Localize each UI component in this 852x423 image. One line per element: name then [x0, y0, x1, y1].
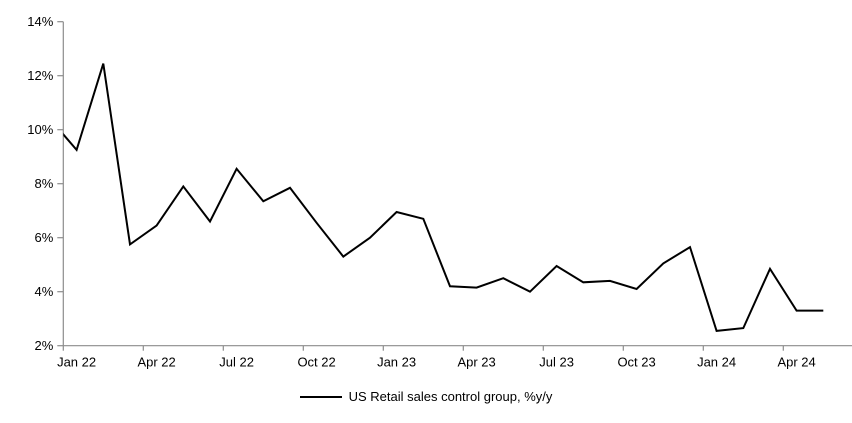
x-tick-label: Jan 22: [57, 355, 96, 370]
legend-series-label: US Retail sales control group, %y/y: [348, 389, 553, 404]
axes: [57, 21, 852, 351]
y-tick-label: 10%: [27, 122, 53, 137]
x-tick-label: Jul 22: [219, 355, 254, 370]
x-tick-label: Jul 23: [539, 355, 574, 370]
y-tick-label: 8%: [35, 176, 54, 191]
y-tick-label: 6%: [35, 230, 54, 245]
x-tick-label: Oct 23: [617, 355, 655, 370]
x-tick-label: Jan 24: [697, 355, 736, 370]
x-tick-label: Oct 22: [297, 355, 335, 370]
y-tick-label: 14%: [27, 14, 53, 29]
series-line: [63, 63, 824, 332]
chart-legend: US Retail sales control group, %y/y: [0, 389, 852, 404]
x-tick-label: Apr 24: [777, 355, 815, 370]
x-tick-label: Apr 23: [457, 355, 495, 370]
legend-line-sample: [299, 395, 342, 398]
y-tick-label: 12%: [27, 68, 53, 83]
axis-labels: 2% 4% 6% 8% 10% 12% 14% Jan 22 Apr 22 Jul 22 Oct 2…: [27, 14, 815, 370]
x-tick-label: Apr 22: [137, 355, 175, 370]
y-tick-label: 2%: [35, 338, 54, 353]
line-chart-canvas: 2% 4% 6% 8% 10% 12% 14% Jan 22 Apr 22 Jul 22 Oct 2…: [27, 14, 852, 370]
y-tick-label: 4%: [35, 284, 54, 299]
x-tick-label: Jan 23: [377, 355, 416, 370]
